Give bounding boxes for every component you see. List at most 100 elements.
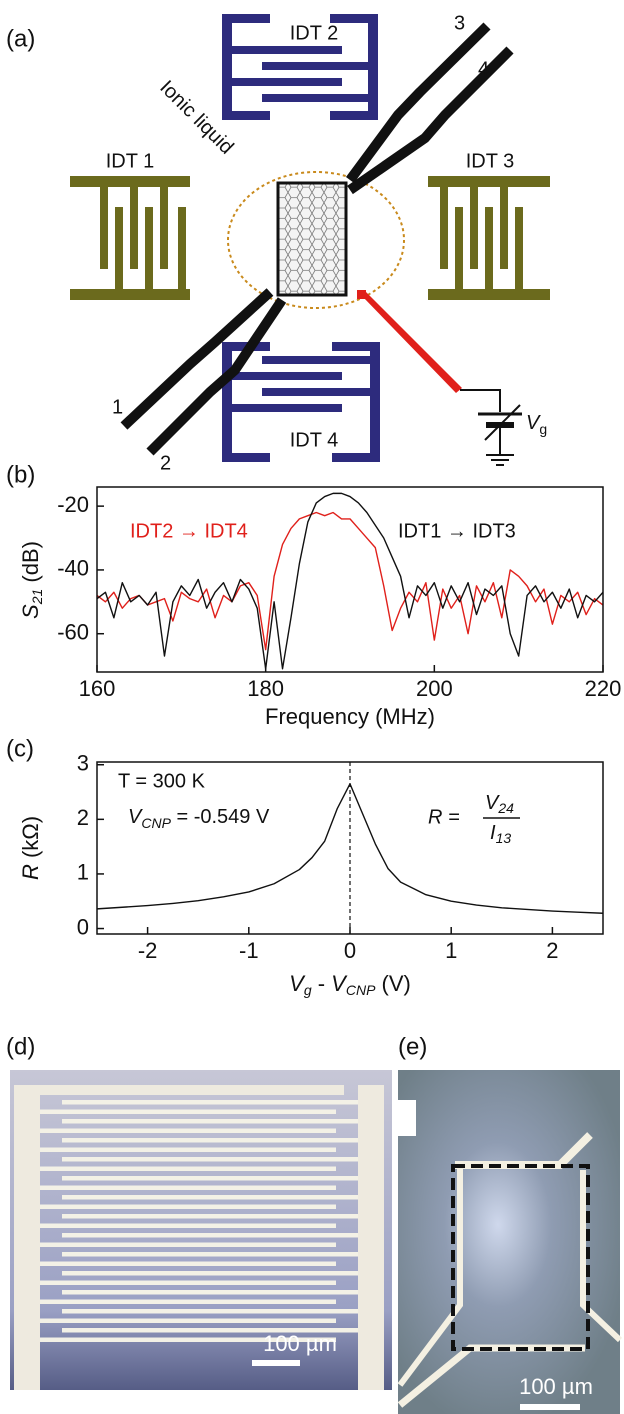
subscript: g <box>539 421 547 437</box>
ionic-liquid-drop <box>227 171 405 309</box>
finger <box>40 1299 336 1304</box>
micrograph-d <box>10 1070 392 1390</box>
symbol: V <box>526 412 541 434</box>
symbol: R <box>18 864 43 880</box>
finger <box>62 1271 358 1276</box>
graphene-lattice <box>276 181 348 297</box>
x-tick-label: 160 <box>79 676 116 701</box>
series-line <box>97 783 603 914</box>
x-tick-label: 0 <box>344 938 356 963</box>
idt-1 <box>70 176 190 300</box>
y-tick-label: -40 <box>57 556 89 581</box>
panel-label: (c) <box>6 735 34 762</box>
finger <box>62 1138 358 1143</box>
lead-label: 2 <box>160 452 171 474</box>
finger <box>40 1337 336 1342</box>
x-tick-label: -1 <box>239 938 259 963</box>
symbol: V <box>128 806 143 828</box>
finger <box>62 1252 358 1257</box>
subscript: g <box>304 982 312 998</box>
finger <box>62 1214 358 1219</box>
idt-3 <box>428 176 550 300</box>
subscript: 24 <box>497 800 514 816</box>
finger <box>62 1157 358 1162</box>
idt-label: IDT 3 <box>466 150 515 172</box>
finger <box>40 1223 336 1228</box>
unit: (kΩ) <box>18 816 43 864</box>
finger <box>62 1119 358 1124</box>
finger <box>40 1204 336 1209</box>
operator: - <box>312 971 332 996</box>
y-axis-label: S21 (dB) <box>18 541 45 619</box>
annotation: VCNP = -0.549 V <box>128 806 270 830</box>
x-tick-label: 180 <box>247 676 284 701</box>
panel-label: (a) <box>6 25 35 52</box>
finger <box>62 1309 358 1314</box>
subscript: CNP <box>346 982 376 998</box>
unit: (V) <box>375 971 410 996</box>
finger <box>62 1100 358 1105</box>
formula-lhs: R = <box>428 806 460 828</box>
y-tick-label: 0 <box>77 914 89 939</box>
scale-bar <box>252 1360 300 1366</box>
x-tick-label: 220 <box>585 676 622 701</box>
y-tick-label: 1 <box>77 860 89 885</box>
finger <box>62 1290 358 1295</box>
text: = -0.549 V <box>171 806 270 828</box>
finger <box>62 1233 358 1238</box>
finger <box>62 1328 358 1333</box>
subscript: 13 <box>496 830 512 846</box>
x-axis-label: Frequency (MHz) <box>265 704 435 729</box>
scale-bar-label: 100 µm <box>519 1374 593 1399</box>
leads <box>120 22 514 456</box>
x-tick-label: 2 <box>546 938 558 963</box>
lead-label: 3 <box>454 12 465 34</box>
lead-label: 4 <box>478 58 489 80</box>
finger <box>40 1242 336 1247</box>
finger <box>40 1109 336 1114</box>
plot-area <box>97 762 603 934</box>
panel-label: (d) <box>6 1033 35 1060</box>
numerator: V24 <box>485 792 514 815</box>
gate-electrode <box>357 290 522 466</box>
finger <box>62 1195 358 1200</box>
idt-2 <box>222 14 378 120</box>
y-tick-label: 2 <box>77 805 89 830</box>
subscript: CNP <box>141 815 171 831</box>
idt-label: IDT 2 <box>290 22 339 44</box>
idt-label: IDT 1 <box>106 150 155 172</box>
y-tick-label: -20 <box>57 492 89 517</box>
symbol: V <box>485 792 500 814</box>
y-tick-label: 3 <box>77 751 89 776</box>
plot-frame <box>96 486 604 673</box>
scale-bar <box>520 1404 580 1410</box>
x-tick-label: -2 <box>138 938 158 963</box>
plot: 160 180 200 220 -20 -40 -60 <box>57 486 622 701</box>
finger <box>40 1128 336 1133</box>
formula: R = V24 I13 <box>428 792 520 846</box>
finger <box>40 1147 336 1152</box>
symbol: I <box>490 822 496 844</box>
legend-label: IDT1 → IDT3 <box>398 520 516 542</box>
micrograph-e <box>397 1070 623 1414</box>
gate-voltage-label: Vg <box>526 412 547 436</box>
finger <box>40 1185 336 1190</box>
unit: (dB) <box>18 541 43 589</box>
x-tick-label: 1 <box>445 938 457 963</box>
subscript: 21 <box>29 589 45 606</box>
plot-area <box>97 492 603 670</box>
panel-label: (b) <box>6 461 35 488</box>
series-line <box>97 511 603 651</box>
plot: -2 -1 0 1 2 0 1 2 3 <box>77 751 604 963</box>
scale-bar-label: 100 µm <box>263 1331 337 1356</box>
finger <box>40 1166 336 1171</box>
x-axis-label: Vg - VCNP (V) <box>289 971 411 998</box>
symbol: V <box>289 971 306 996</box>
finger <box>40 1261 336 1266</box>
panel-label: (e) <box>398 1033 427 1060</box>
finger <box>40 1280 336 1285</box>
denominator: I13 <box>490 822 511 845</box>
lead-label: 1 <box>112 396 123 418</box>
